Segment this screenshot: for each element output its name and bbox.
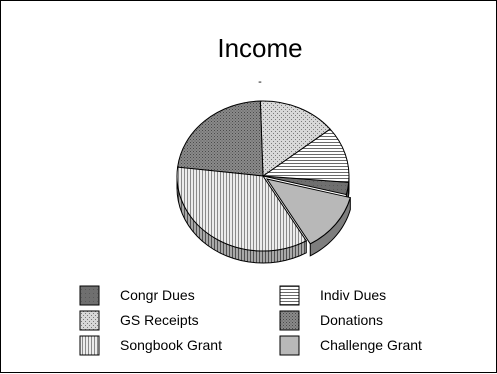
legend-swatch-indiv-dues — [280, 286, 299, 305]
legend-swatch-challenge-grant — [280, 336, 299, 355]
legend-label-gs-receipts: GS Receipts — [120, 312, 199, 328]
legend-swatch-gs-receipts — [80, 311, 99, 330]
legend-swatch-congr-dues — [80, 286, 99, 305]
legend-swatch-songbook-grant — [80, 336, 99, 355]
legend-label-congr-dues: Congr Dues — [120, 287, 195, 303]
legend-label-songbook-grant: Songbook Grant — [120, 337, 222, 353]
chart-subtitle: - — [258, 76, 262, 88]
chart-title: Income — [217, 33, 302, 63]
legend-label-indiv-dues: Indiv Dues — [320, 287, 386, 303]
pie-slices — [177, 101, 350, 251]
pie-slice-donations — [178, 101, 263, 176]
legend-label-donations: Donations — [320, 312, 383, 328]
legend-label-challenge-grant: Challenge Grant — [320, 337, 422, 353]
legend-swatch-donations — [280, 311, 299, 330]
chart-legend: Congr Dues Indiv Dues GS Receipts Donations… — [80, 286, 422, 355]
